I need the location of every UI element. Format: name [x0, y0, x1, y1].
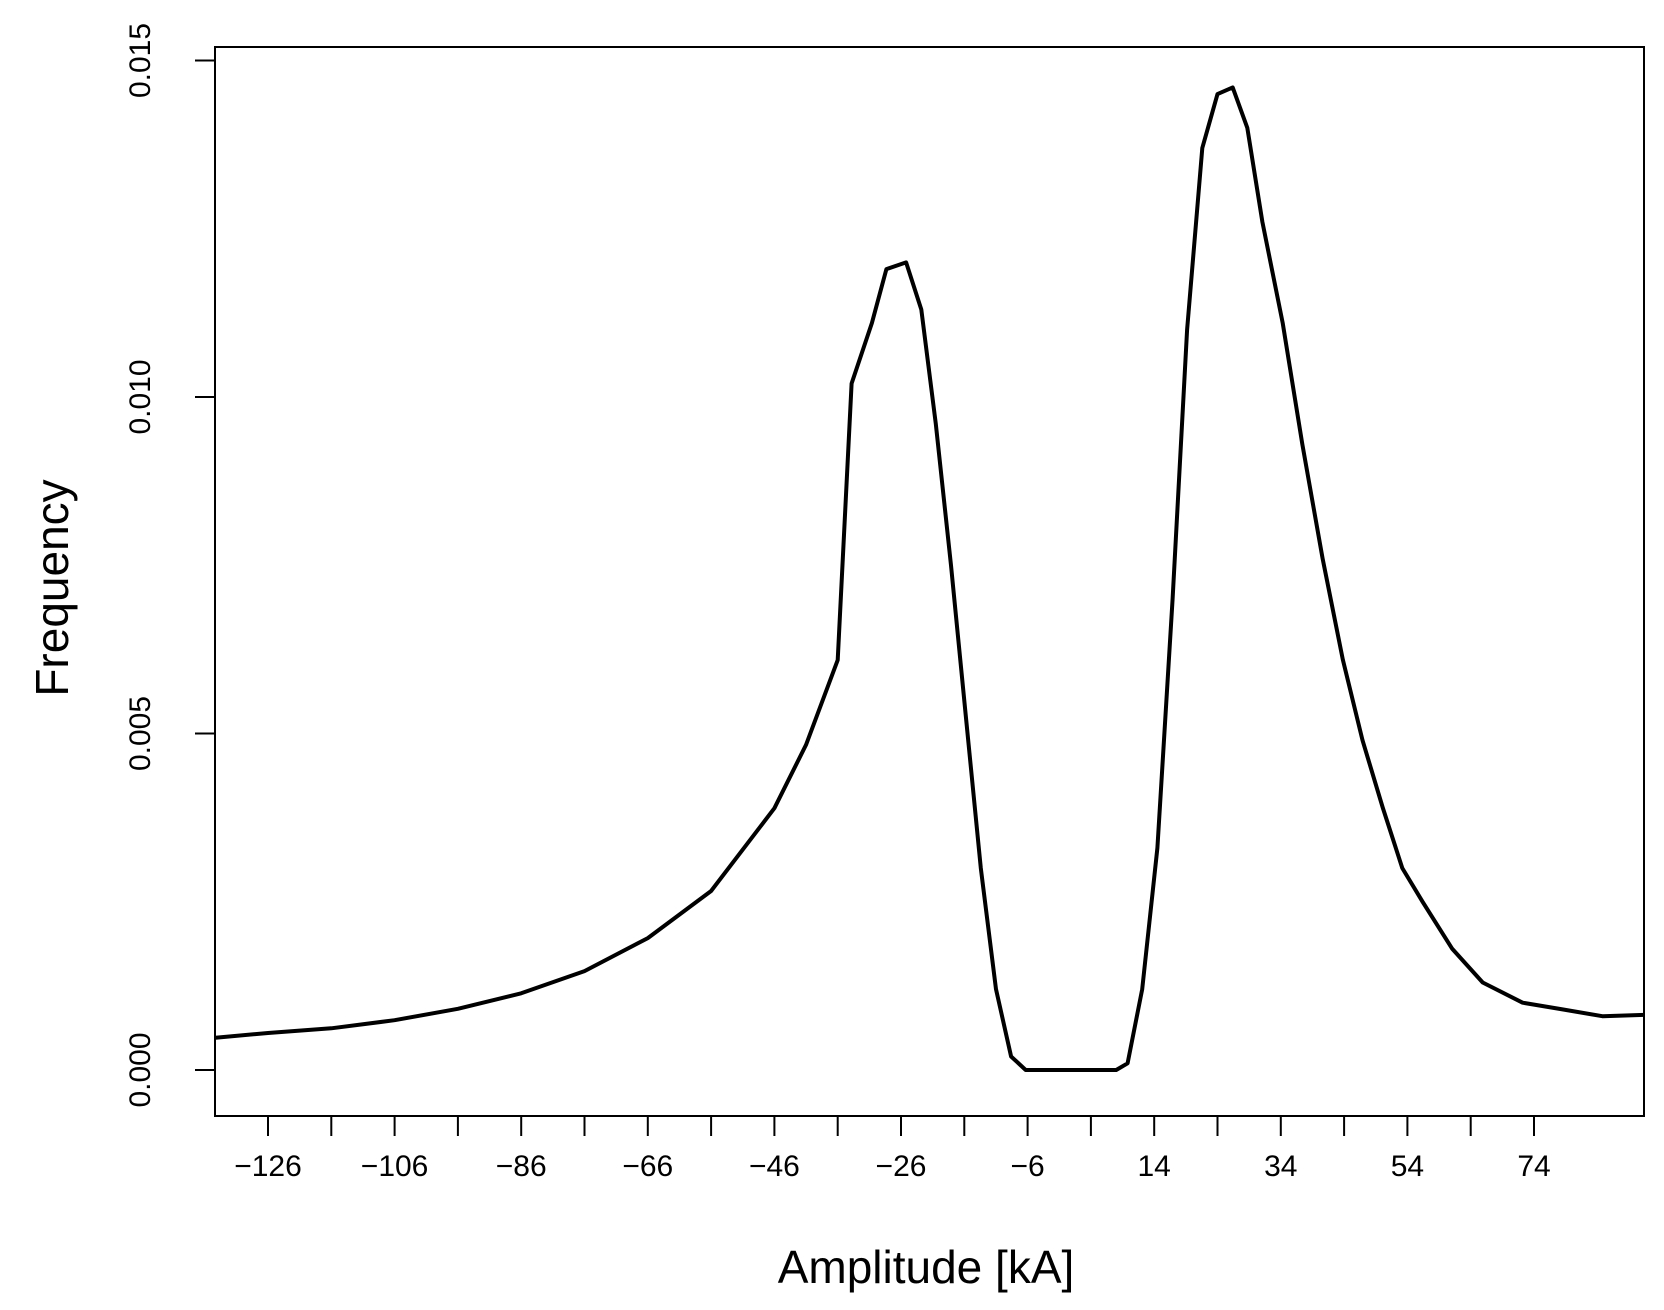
x-tick-label: −106 — [361, 1150, 429, 1183]
x-axis: −126 −106 −86 −66 −46 −26 −6 14 34 54 74 — [234, 1116, 1551, 1183]
y-axis: 0.000 0.005 0.010 0.015 — [124, 23, 215, 1108]
y-tick-label: 0.010 — [124, 359, 157, 434]
x-tick-label: 14 — [1138, 1150, 1171, 1183]
y-tick-label: 0.000 — [124, 1032, 157, 1107]
y-tick-label: 0.005 — [124, 696, 157, 771]
series-layer — [215, 85, 1644, 1072]
plot-border — [214, 46, 1645, 1117]
plot-frame — [214, 46, 1645, 1117]
x-tick-label: 74 — [1517, 1150, 1550, 1183]
x-tick-label: −46 — [749, 1150, 800, 1183]
density-curve — [215, 85, 1644, 1072]
x-tick-label: −26 — [876, 1150, 927, 1183]
x-tick-label: −86 — [496, 1150, 547, 1183]
x-tick-label: 34 — [1264, 1150, 1297, 1183]
y-axis-title: Frequency — [26, 479, 78, 696]
x-tick-label: −66 — [622, 1150, 673, 1183]
x-tick-label: −126 — [234, 1150, 302, 1183]
x-tick-label: 54 — [1391, 1150, 1424, 1183]
y-tick-label: 0.015 — [124, 23, 157, 98]
x-axis-title: Amplitude [kA] — [778, 1241, 1075, 1293]
x-tick-label: −6 — [1010, 1150, 1044, 1183]
